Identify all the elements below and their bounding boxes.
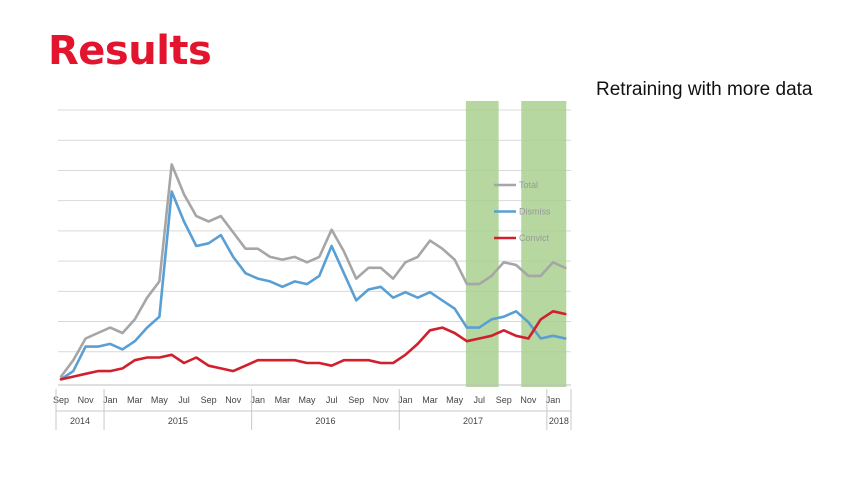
- x-tick-label: Jan: [251, 395, 266, 405]
- highlight-band-2: [521, 101, 567, 387]
- series-line-total: [59, 163, 567, 378]
- x-tick-label: Nov: [520, 395, 537, 405]
- x-tick-label: May: [151, 395, 169, 405]
- x-tick-label: Jan: [546, 395, 561, 405]
- x-tick-label: May: [446, 395, 464, 405]
- highlight-band-1: [465, 101, 499, 387]
- x-tick-label: Sep: [496, 395, 512, 405]
- x-tick-label: Mar: [127, 395, 143, 405]
- x-tick-label: Jan: [103, 395, 118, 405]
- year-label-2017: 2017: [463, 416, 483, 426]
- legend-label-dismiss: Dismiss: [519, 207, 551, 217]
- x-tick-label: Jul: [326, 395, 338, 405]
- x-tick-label: Sep: [348, 395, 364, 405]
- slide-title: Results: [48, 28, 212, 74]
- series-line-dismiss: [59, 190, 567, 381]
- series-line-convict: [59, 309, 567, 381]
- x-tick-label: Nov: [373, 395, 390, 405]
- x-tick-label: Jul: [473, 395, 485, 405]
- legend-label-total: Total: [519, 180, 538, 190]
- year-label-2015: 2015: [168, 416, 188, 426]
- retraining-annotation: Retraining with more data: [596, 79, 813, 100]
- x-tick-label: Mar: [275, 395, 291, 405]
- x-tick-label: Sep: [53, 395, 69, 405]
- year-label-2018: 2018: [549, 416, 569, 426]
- legend-label-convict: Convict: [519, 233, 550, 243]
- year-label-2014: 2014: [70, 416, 90, 426]
- x-tick-label: Nov: [78, 395, 95, 405]
- x-tick-label: Jan: [398, 395, 413, 405]
- x-tick-label: Mar: [422, 395, 438, 405]
- x-tick-label: Sep: [201, 395, 217, 405]
- x-tick-label: May: [298, 395, 316, 405]
- x-tick-label: Jul: [178, 395, 190, 405]
- year-label-2016: 2016: [315, 416, 335, 426]
- x-tick-label: Nov: [225, 395, 242, 405]
